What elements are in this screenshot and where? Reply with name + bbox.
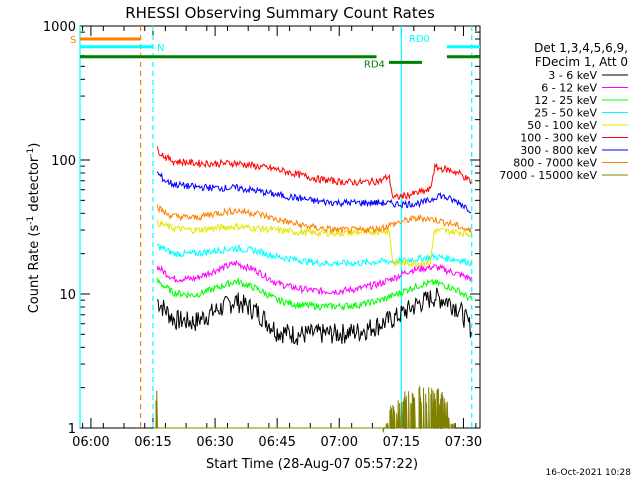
y-axis-label-sup2: -1 [26, 148, 36, 157]
y-tick-label: 10 [59, 288, 76, 303]
series-50-100keV-group [156, 219, 472, 268]
x-tick-label: 07:30 [445, 435, 482, 450]
state-bar-label: RD4 [364, 59, 385, 70]
series-7000-15000keV-group [153, 385, 456, 433]
x-tick-label: 07:00 [321, 435, 358, 450]
y-axis-label-main: Count Rate (s [27, 225, 42, 314]
legend-label: 7000 - 15000 keV [499, 169, 597, 182]
legend-header-line-1: Det 1,3,4,5,6,9, [534, 41, 628, 55]
series-line [156, 287, 472, 346]
series-line [156, 243, 472, 268]
state-bar-label: S [70, 35, 76, 46]
x-tick-label: 06:00 [72, 435, 109, 450]
legend-label: 50 - 100 keV [527, 119, 597, 132]
y-tick-label: 1 [68, 422, 76, 437]
series-100-300keV-group [156, 146, 472, 201]
series-line [156, 204, 472, 235]
series-3-6keV-group [156, 287, 472, 346]
series-line [153, 385, 456, 433]
series-800-7000keV-group [156, 204, 472, 235]
legend: Det 1,3,4,5,6,9, FDecim 1, Att 0 3 - 6 k… [499, 41, 628, 182]
x-tick-label: 06:15 [134, 435, 171, 450]
date-stamp: 16-Oct-2021 10:28 [546, 468, 632, 478]
legend-label: 6 - 12 keV [541, 82, 597, 95]
series-line [156, 277, 472, 312]
y-axis-label-end: ) [27, 143, 42, 148]
series-line [156, 219, 472, 268]
legend-label: 3 - 6 keV [548, 69, 597, 82]
state-bar-label: RD0 [409, 34, 430, 45]
legend-label: 12 - 25 keV [534, 94, 597, 107]
legend-label: 800 - 7000 keV [513, 157, 597, 170]
series-6-12keV-group [156, 259, 472, 296]
x-tick-label: 06:30 [196, 435, 233, 450]
legend-header-line-2: FDecim 1, Att 0 [535, 55, 628, 69]
y-axis-label: Count Rate (s-1 detector-1) [26, 143, 42, 314]
y-tick-label: 100 [51, 154, 76, 169]
series-12-25keV-group [156, 277, 472, 312]
x-tick-label: 07:15 [383, 435, 420, 450]
legend-label: 300 - 800 keV [520, 144, 597, 157]
state-bar-label: N [157, 43, 164, 54]
legend-label: 25 - 50 keV [534, 107, 597, 120]
x-tick-label: 06:45 [258, 435, 295, 450]
series-300-800keV-group [156, 171, 472, 214]
series-line [156, 259, 472, 296]
series-line [156, 171, 472, 214]
x-axis-label: Start Time (28-Aug-07 05:57:22) [206, 457, 418, 472]
y-axis-label-sup1: -1 [26, 216, 36, 225]
chart-title: RHESSI Observing Summary Count Rates [125, 4, 435, 22]
series-line [156, 146, 472, 201]
series-25-50keV-group [156, 243, 472, 268]
y-axis-label-mid: detector [27, 156, 42, 216]
y-tick-label: 1000 [43, 20, 76, 35]
legend-label: 100 - 300 keV [520, 132, 597, 145]
